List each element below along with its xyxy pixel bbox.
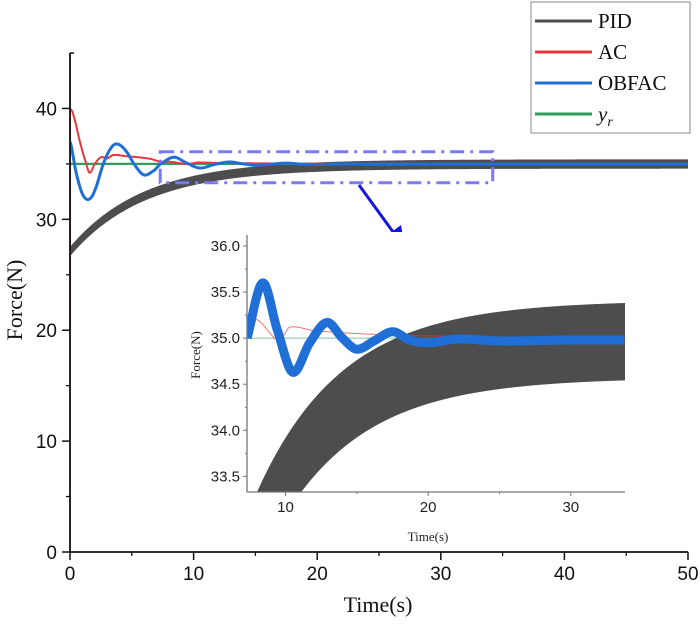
zoom-arrow-line xyxy=(357,184,398,237)
x-axis-title: Time(s) xyxy=(344,592,413,617)
x-tick-label: 50 xyxy=(677,564,698,585)
series-obfac-line xyxy=(70,141,689,201)
y-tick-label: 0 xyxy=(46,543,57,564)
inset-axes: 33.5 34.0 34.5 35.0 35.5 36.0 10 20 30 xyxy=(211,235,625,516)
legend-label-pid: PID xyxy=(598,9,632,33)
x-tick-label: 10 xyxy=(183,564,204,585)
x-tick-label: 0 xyxy=(65,564,76,585)
series-pid-band xyxy=(257,303,625,492)
y-tick-label: 10 xyxy=(36,432,57,453)
legend-box xyxy=(530,1,691,134)
inset-y-tick-label: 36.0 xyxy=(211,238,240,255)
x-tick-label: 30 xyxy=(430,564,451,585)
main-plot-area xyxy=(70,107,689,331)
inset-plot-area xyxy=(247,278,627,492)
series-obfac-line xyxy=(247,278,627,377)
inset-x-axis-title: Time(s) xyxy=(408,529,449,544)
x-tick-label: 40 xyxy=(554,564,575,585)
y-tick-label: 30 xyxy=(36,210,57,231)
inset-y-tick-label: 33.5 xyxy=(211,468,240,485)
inset-y-tick-label: 34.5 xyxy=(211,376,240,393)
zoom-region-box xyxy=(158,150,495,185)
main-axes: 0 10 20 30 40 0 10 20 30 40 50 xyxy=(36,52,699,585)
inset-x-tick-label: 10 xyxy=(277,499,294,516)
legend: PID AC OBFAC yr xyxy=(530,1,691,134)
legend-label-obfac: OBFAC xyxy=(598,71,666,95)
inset-x-tick-label: 30 xyxy=(562,499,579,516)
y-tick-label: 20 xyxy=(36,321,57,342)
x-tick-label: 20 xyxy=(307,564,328,585)
inset-y-tick-label: 34.0 xyxy=(211,422,240,439)
inset-y-axis-title: Force(N) xyxy=(188,331,203,379)
y-axis-title: Force(N) xyxy=(2,260,27,341)
inset-y-tick-label: 35.0 xyxy=(211,330,240,347)
legend-label-ac: AC xyxy=(598,40,627,64)
y-tick-label: 40 xyxy=(36,99,57,120)
inset-x-tick-label: 20 xyxy=(420,499,437,516)
inset-y-tick-label: 35.5 xyxy=(211,284,240,301)
legend-label-y: yr xyxy=(596,102,613,130)
